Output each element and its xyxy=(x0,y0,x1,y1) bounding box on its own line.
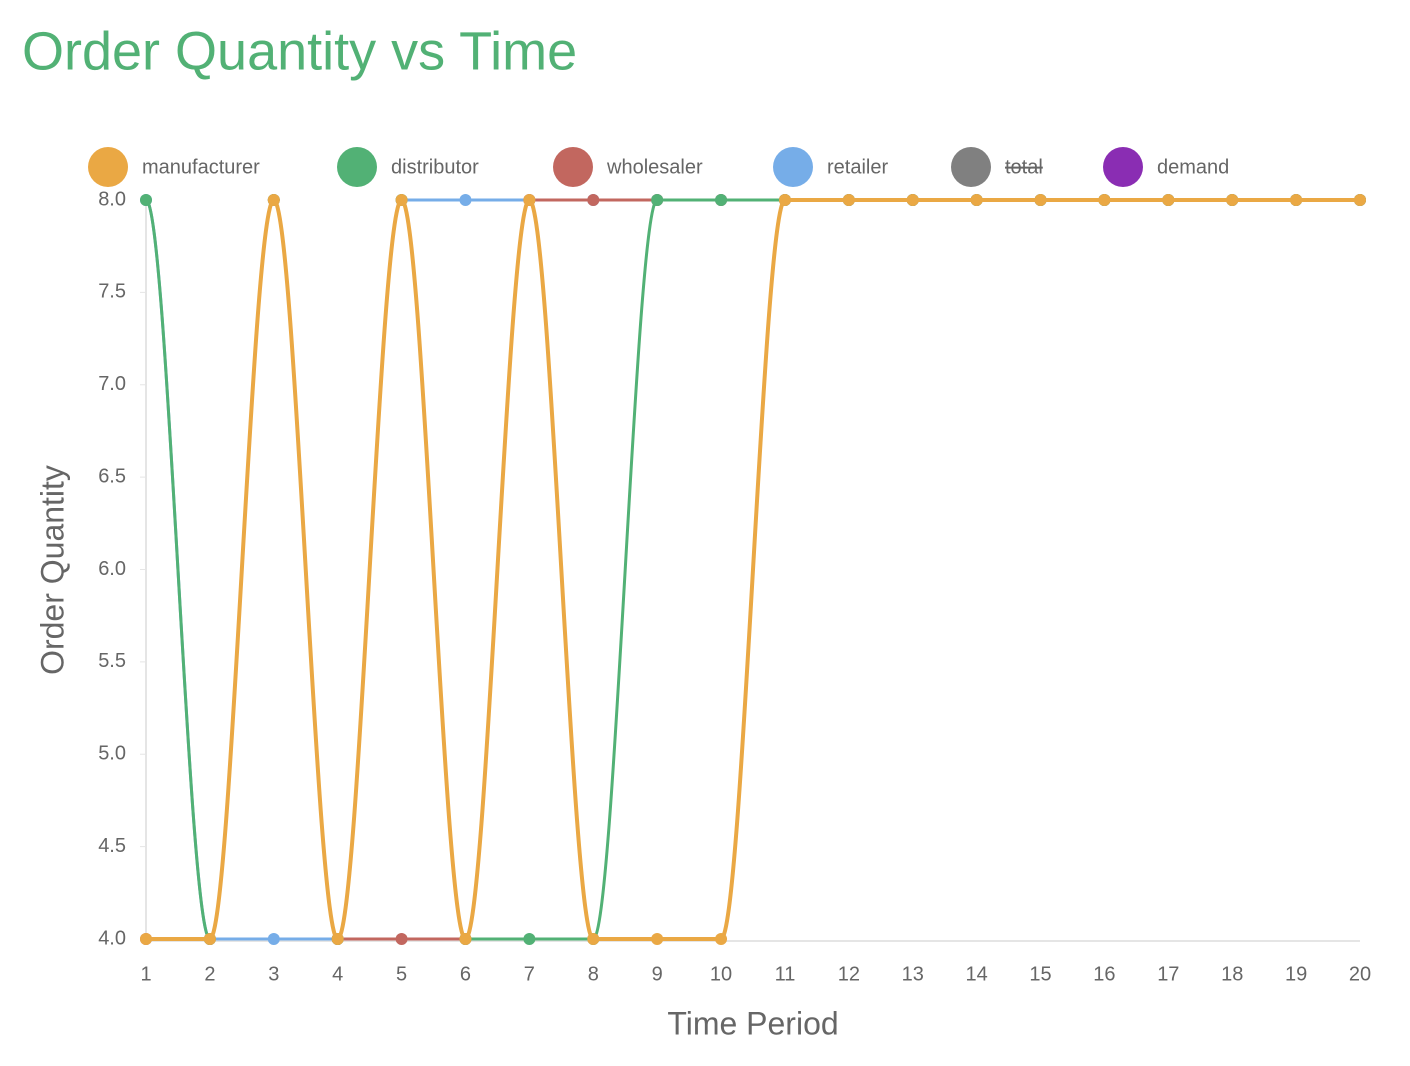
legend-label[interactable]: wholesaler xyxy=(606,156,703,178)
x-axis-label: Time Period xyxy=(667,1005,838,1041)
data-point xyxy=(906,194,919,206)
data-point xyxy=(267,194,280,206)
data-point xyxy=(395,933,408,945)
x-tick-label: 17 xyxy=(1157,963,1179,985)
legend-label[interactable]: demand xyxy=(1157,156,1229,178)
data-point xyxy=(523,933,536,945)
legend-swatch[interactable] xyxy=(337,147,377,187)
legend-swatch[interactable] xyxy=(88,147,128,187)
legend-label[interactable]: manufacturer xyxy=(142,156,260,178)
legend-swatch[interactable] xyxy=(773,147,813,187)
data-point xyxy=(587,194,600,206)
series-line xyxy=(146,197,1360,942)
data-point xyxy=(267,933,280,945)
data-point xyxy=(395,194,408,206)
x-tick-label: 6 xyxy=(460,963,471,985)
legend-swatch[interactable] xyxy=(1103,147,1143,187)
y-tick-label: 4.0 xyxy=(98,927,126,949)
chart-title: Order Quantity vs Time xyxy=(22,21,577,81)
data-point xyxy=(140,194,152,206)
y-tick-label: 6.0 xyxy=(98,558,126,580)
data-point xyxy=(1098,194,1111,206)
data-point xyxy=(651,933,664,945)
data-point xyxy=(842,194,855,206)
x-tick-label: 15 xyxy=(1029,963,1051,985)
data-point xyxy=(140,933,152,945)
x-tick-label: 8 xyxy=(588,963,599,985)
x-tick-label: 2 xyxy=(204,963,215,985)
legend-label[interactable]: retailer xyxy=(827,156,888,178)
y-axis-label: Order Quantity xyxy=(34,465,70,675)
x-tick-label: 13 xyxy=(902,963,924,985)
x-tick-label: 1 xyxy=(140,963,151,985)
data-point xyxy=(1226,194,1239,206)
x-tick-label: 9 xyxy=(652,963,663,985)
data-point xyxy=(651,194,664,206)
x-tick-label: 5 xyxy=(396,963,407,985)
x-tick-label: 11 xyxy=(775,963,796,985)
x-tick-label: 16 xyxy=(1093,963,1115,985)
data-point xyxy=(778,194,791,206)
x-tick-label: 19 xyxy=(1285,963,1307,985)
legend-label[interactable]: distributor xyxy=(391,156,479,178)
y-tick-label: 8.0 xyxy=(98,188,126,210)
y-tick-label: 4.5 xyxy=(98,835,126,857)
y-tick-label: 5.5 xyxy=(98,650,126,672)
x-tick-label: 12 xyxy=(838,963,860,985)
data-point xyxy=(523,194,536,206)
y-tick-label: 5.0 xyxy=(98,743,126,765)
legend-swatch[interactable] xyxy=(553,147,593,187)
y-tick-label: 7.0 xyxy=(98,373,126,395)
data-point xyxy=(331,933,344,945)
y-tick-label: 6.5 xyxy=(98,465,126,487)
legend-swatch[interactable] xyxy=(951,147,991,187)
x-tick-label: 20 xyxy=(1349,963,1371,985)
data-point xyxy=(715,933,728,945)
data-point xyxy=(203,933,216,945)
x-tick-label: 10 xyxy=(710,963,732,985)
data-point xyxy=(970,194,983,206)
data-point xyxy=(1290,194,1303,206)
x-tick-label: 3 xyxy=(268,963,279,985)
data-point xyxy=(715,194,728,206)
x-tick-label: 7 xyxy=(524,963,535,985)
x-tick-label: 18 xyxy=(1221,963,1243,985)
x-tick-label: 4 xyxy=(332,963,343,985)
data-point xyxy=(1034,194,1047,206)
data-point xyxy=(1354,194,1366,206)
data-point xyxy=(459,194,472,206)
legend-label[interactable]: total xyxy=(1005,156,1043,178)
x-tick-label: 14 xyxy=(966,963,988,985)
data-point xyxy=(587,933,600,945)
data-point xyxy=(1162,194,1175,206)
y-tick-label: 7.5 xyxy=(98,281,126,303)
data-point xyxy=(459,933,472,945)
